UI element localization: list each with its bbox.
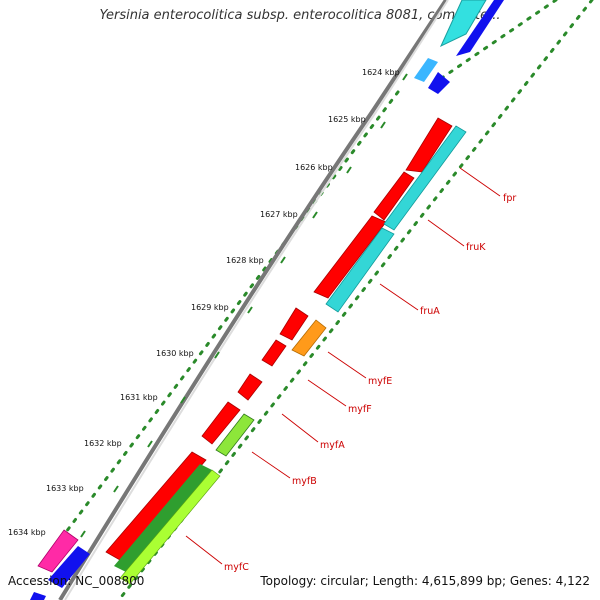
tick-mark [214, 351, 220, 359]
gene-arrow-cyan-2 [325, 227, 395, 313]
leader-myfC [185, 535, 223, 565]
gene-block-lightblue [414, 58, 438, 82]
tick-group-1632: 1632 kbp [84, 439, 153, 448]
gene-label-fruK[interactable]: fruK [466, 242, 486, 253]
gene-block-magenta [37, 529, 79, 573]
tick-mark [180, 396, 186, 404]
tick-label: 1627 kbp [260, 210, 298, 219]
tick-mark [280, 256, 286, 264]
tick-group-1629: 1629 kbp [191, 303, 253, 314]
tick-group-1630: 1630 kbp [156, 349, 220, 359]
tick-group-1624: 1624 kbp [362, 68, 408, 81]
tick-mark [402, 73, 408, 81]
leader-fruA [379, 283, 419, 311]
tick-mark [346, 166, 352, 174]
tick-mark [80, 530, 86, 538]
tick-label: 1631 kbp [120, 393, 158, 402]
accession-text: Accession: NC_008800 [8, 574, 145, 588]
tick-group-1628: 1628 kbp [226, 256, 286, 265]
tick-mark [113, 485, 119, 493]
gene-arrow-red-2 [373, 171, 415, 221]
gene-arrow-orange-myfE [291, 319, 327, 357]
tick-mark [380, 121, 386, 129]
gene-label-myfE[interactable]: myfE [368, 376, 392, 387]
gene-arrow-cyan-1 [383, 125, 467, 231]
tick-label: 1625 kbp [328, 115, 366, 124]
gene-block-blue-small [428, 72, 450, 94]
tick-label: 1630 kbp [156, 349, 194, 358]
leader-fruK [427, 219, 465, 247]
leader-myfF [307, 379, 347, 407]
tick-label: 1628 kbp [226, 256, 264, 265]
outer-dotted-ring [58, 90, 400, 542]
tick-mark [147, 440, 153, 448]
tick-label: 1633 kbp [46, 484, 84, 493]
tick-label: 1629 kbp [191, 303, 229, 312]
tick-label: 1624 kbp [362, 68, 400, 77]
tick-group-1627: 1627 kbp [260, 210, 318, 219]
gene-label-fruA[interactable]: fruA [420, 306, 440, 317]
gene-label-myfF[interactable]: myfF [348, 404, 372, 415]
tick-group-1626: 1626 kbp [295, 163, 352, 174]
tick-label: 1626 kbp [295, 163, 333, 172]
leader-fpr [459, 167, 501, 197]
gene-arrow-darkgreen-myfC [114, 464, 212, 572]
gene-label-myfA[interactable]: myfA [320, 440, 345, 451]
genome-backbone [58, 0, 448, 600]
gene-label-fpr[interactable]: fpr [503, 193, 516, 204]
tick-label: 1632 kbp [84, 439, 122, 448]
leader-myfE [327, 351, 367, 379]
gene-label-myfB[interactable]: myfB [292, 476, 317, 487]
tick-group-1633: 1633 kbp [46, 484, 119, 493]
genome-backbone-shadow [64, 0, 449, 600]
outer-dotted-ring-top [428, 0, 558, 88]
leader-myfA [281, 413, 319, 443]
gene-arrow-green-myfB [215, 413, 255, 457]
tick-mark [247, 306, 253, 314]
gene-arrow-red-3 [313, 215, 387, 299]
gene-block-blue-bottom [48, 546, 90, 588]
tick-group-1634: 1634 kbp [8, 528, 86, 538]
map-title: Yersinia enterocolitica subsp. enterocol… [99, 8, 501, 23]
gene-arrow-red-myfB [201, 401, 241, 445]
tick-mark [312, 211, 318, 219]
gene-block-cyan-top [439, 0, 487, 48]
tick-group-1625: 1625 kbp [328, 115, 386, 129]
gene-block-blue-corner [30, 592, 46, 600]
tick-group-1631: 1631 kbp [120, 393, 186, 404]
gene-arrow-red-myfA [237, 373, 263, 401]
tick-label: 1634 kbp [8, 528, 46, 537]
leader-myfB [251, 451, 291, 479]
gene-arrow-lightgreen-myfC [119, 469, 221, 585]
gene-arrow-red-myfF [261, 339, 287, 367]
genome-stats-text: Topology: circular; Length: 4,615,899 bp… [260, 574, 590, 588]
gene-block-blue-top [456, 0, 504, 56]
gene-label-myfC[interactable]: myfC [224, 562, 249, 573]
gene-arrow-red-myfE [279, 307, 309, 341]
